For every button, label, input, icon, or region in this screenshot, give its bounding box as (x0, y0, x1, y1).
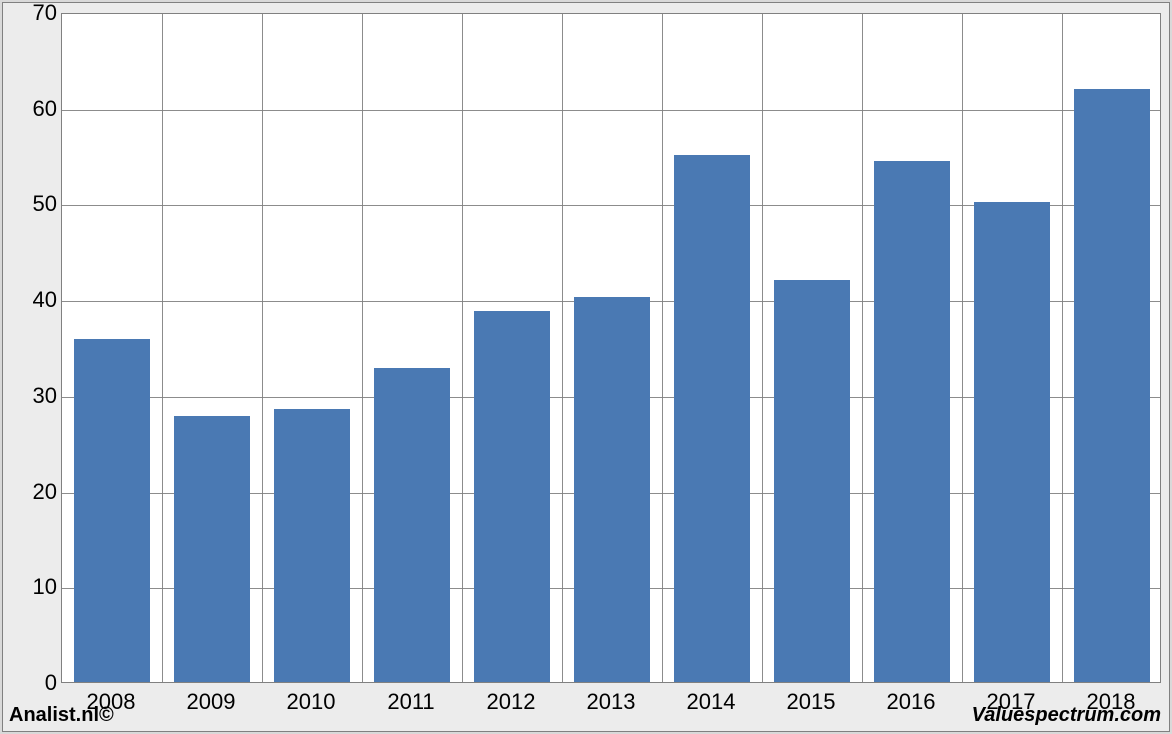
gridline-vertical (762, 14, 763, 682)
bar (774, 280, 850, 682)
y-tick-label: 40 (9, 287, 57, 313)
gridline-vertical (962, 14, 963, 682)
footer-right-credit: Valuespectrum.com (972, 704, 1161, 727)
gridline-vertical (262, 14, 263, 682)
y-tick-label: 50 (9, 191, 57, 217)
x-tick-label: 2014 (687, 689, 736, 715)
chart-frame: 010203040506070 200820092010201120122013… (2, 2, 1170, 732)
y-tick-label: 10 (9, 574, 57, 600)
y-tick-label: 60 (9, 96, 57, 122)
x-tick-label: 2011 (387, 689, 434, 715)
x-tick-label: 2010 (287, 689, 336, 715)
bar (274, 409, 350, 682)
bar (974, 202, 1050, 682)
bar (1074, 89, 1150, 682)
x-tick-label: 2012 (487, 689, 536, 715)
gridline-vertical (562, 14, 563, 682)
x-tick-label: 2013 (587, 689, 636, 715)
x-tick-label: 2015 (787, 689, 836, 715)
bar (174, 416, 250, 682)
y-tick-label: 30 (9, 383, 57, 409)
bar (74, 339, 150, 682)
y-tick-label: 20 (9, 479, 57, 505)
gridline-vertical (1062, 14, 1063, 682)
gridline-horizontal (62, 110, 1160, 111)
bar (574, 297, 650, 682)
y-tick-label: 70 (9, 0, 57, 26)
footer-left-credit: Analist.nl© (9, 704, 114, 727)
bar (674, 155, 750, 682)
y-tick-label: 0 (9, 670, 57, 696)
x-tick-label: 2009 (187, 689, 236, 715)
plot-area (61, 13, 1161, 683)
gridline-vertical (662, 14, 663, 682)
x-tick-label: 2016 (887, 689, 936, 715)
bar (874, 161, 950, 682)
gridline-vertical (162, 14, 163, 682)
gridline-vertical (462, 14, 463, 682)
gridline-vertical (362, 14, 363, 682)
bar (474, 311, 550, 682)
gridline-vertical (862, 14, 863, 682)
bar (374, 368, 450, 682)
